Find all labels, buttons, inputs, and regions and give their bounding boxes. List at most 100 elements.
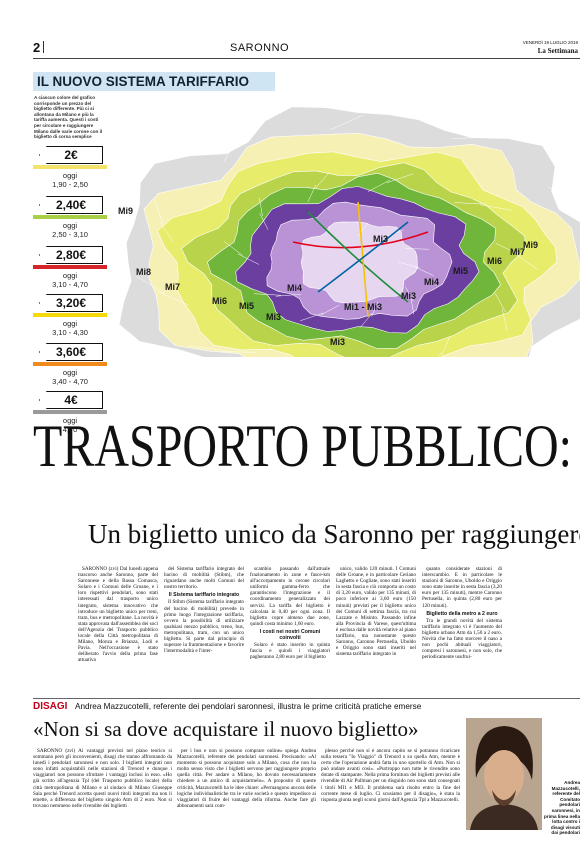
paragraph: SARONNO (zvi) Dal lunedì appena trascors… <box>78 566 158 664</box>
zone-label: Mi5 <box>453 266 468 276</box>
feature-title: IL NUOVO SISTEMA TARIFFARIO <box>33 72 275 91</box>
fare-price: 2,40€ <box>39 196 103 214</box>
paragraph: unico, valido 120 minuti. I Comuni delle… <box>336 566 416 658</box>
date: VENERDÌ 19 LUGLIO 2019 <box>522 40 578 45</box>
photo-caption: Andrea Mazzucotelli, referente del Comit… <box>544 780 580 836</box>
border <box>330 114 364 131</box>
face <box>484 750 524 802</box>
column: unico, valido 120 minuti. I Comuni delle… <box>336 566 416 694</box>
border <box>259 213 269 230</box>
border <box>219 351 256 353</box>
fare-range: 4,70 <box>62 425 78 434</box>
fare-label: oggi <box>62 416 78 425</box>
border <box>495 243 521 256</box>
fare-stripe <box>33 265 107 269</box>
border <box>259 197 263 217</box>
border <box>223 138 239 163</box>
headline-box: TRASPORTO PUBBLICO: <box>33 415 580 477</box>
headline: TRASPORTO PUBBLICO: <box>33 415 573 477</box>
fare-price: 2,80€ <box>39 246 103 264</box>
border <box>158 220 174 242</box>
border <box>358 222 369 237</box>
metro-line <box>292 231 429 249</box>
column: SARONNO (zvi) Dal lunedì appena trascors… <box>78 566 158 694</box>
fare-price: 2€ <box>39 146 103 164</box>
paragraph: SARONNO (zvi) Ai vantaggi previsti nel p… <box>33 748 172 809</box>
paragraph: Il Stibm (Sistema tariffario integrato d… <box>164 599 244 655</box>
border <box>501 309 508 331</box>
zone-label: Mi1 - Mi3 <box>344 302 382 312</box>
border <box>494 292 506 313</box>
paragraph: per i bus e non si possono comprare onli… <box>177 748 316 809</box>
column: SARONNO (zvi) Ai vantaggi previsti nel p… <box>33 748 172 834</box>
border <box>515 253 538 270</box>
kicker: DISAGI <box>33 701 68 712</box>
zone-map: Mi9 Mi8 Mi7 Mi6 Mi5 Mi4 Mi3 Mi1 - Mi3 Mi3 Mi4 Mi5 M… <box>118 106 580 357</box>
zone-label: Mi9 <box>118 206 133 216</box>
column: quanto considerate stazioni di interscam… <box>422 566 502 694</box>
border <box>405 286 414 302</box>
border <box>397 261 420 268</box>
border <box>414 266 434 276</box>
fare-stripe <box>33 313 107 317</box>
zone-label: Mi3 <box>330 337 345 347</box>
metro-line <box>357 201 369 318</box>
zone-label: Mi5 <box>239 301 254 311</box>
zone-label: Mi9 <box>523 240 538 250</box>
border <box>275 293 302 297</box>
column: plesso perché non si è ancora capito se … <box>321 748 460 834</box>
column: scambio passando dall'attuale frazioname… <box>250 566 330 694</box>
fare-label: oggi <box>62 271 78 280</box>
photo <box>466 718 542 830</box>
fare-stripe <box>33 410 107 414</box>
headline-2: «Non si sa dove acquistare il nuovo bigl… <box>33 717 419 741</box>
fare-stripe <box>33 362 107 366</box>
border <box>437 352 442 357</box>
zone-label: Mi7 <box>510 247 525 257</box>
header-rule <box>33 58 580 59</box>
border <box>315 171 330 189</box>
border <box>386 173 414 184</box>
border <box>307 185 316 203</box>
separator <box>43 41 44 53</box>
paragraph: Solaro è stato inserito in quinta fascia… <box>250 642 330 661</box>
border <box>253 293 281 296</box>
paragraph: scambio passando dall'attuale frazioname… <box>250 566 330 627</box>
border <box>237 253 260 265</box>
fare-price: 3,20€ <box>39 294 103 312</box>
border <box>405 248 430 250</box>
paragraph: Tra le grandi novità del sistema tariffa… <box>422 617 502 661</box>
zone-label: Mi8 <box>136 267 151 277</box>
fare-label: oggi <box>62 368 78 377</box>
border <box>154 199 163 224</box>
border <box>359 313 373 328</box>
zone-label: Mi6 <box>212 296 227 306</box>
zone-label: Mi7 <box>165 282 180 292</box>
subhead: Il Sistema tariffario integrato <box>168 592 240 599</box>
column: del Sistema tariffario integrato del bac… <box>164 566 244 694</box>
zone-label: Mi3 <box>373 234 388 244</box>
metro-line <box>307 211 409 303</box>
zone-label: Mi6 <box>487 256 502 266</box>
fare-label: oggi <box>62 171 78 180</box>
standfirst: Andrea Mazzucotelli, referente dei pendo… <box>75 702 422 711</box>
fare-range: 2,50 - 3,10 <box>52 230 88 239</box>
zone-label: Mi3 <box>266 312 281 322</box>
fare-stripe <box>33 215 107 219</box>
metro-line <box>317 221 409 293</box>
border <box>300 312 324 322</box>
fare-label: oggi <box>62 319 78 328</box>
fare-range: 3,10 - 4,30 <box>52 328 88 337</box>
border <box>188 345 226 351</box>
section: SARONNO <box>230 42 290 54</box>
border <box>320 304 340 316</box>
paragraph: plesso perché non si è ancora capito se … <box>321 748 460 803</box>
border <box>454 202 486 205</box>
subhead: I costi nei nostri Comuni coinvolti <box>259 628 321 642</box>
column: per i bus e non si possono comprare onli… <box>177 748 316 834</box>
border <box>547 186 580 199</box>
page-number: 2 <box>33 40 41 55</box>
fare-label: oggi <box>62 221 78 230</box>
shoulders <box>470 804 538 830</box>
fare-price: 3,60€ <box>39 343 103 361</box>
